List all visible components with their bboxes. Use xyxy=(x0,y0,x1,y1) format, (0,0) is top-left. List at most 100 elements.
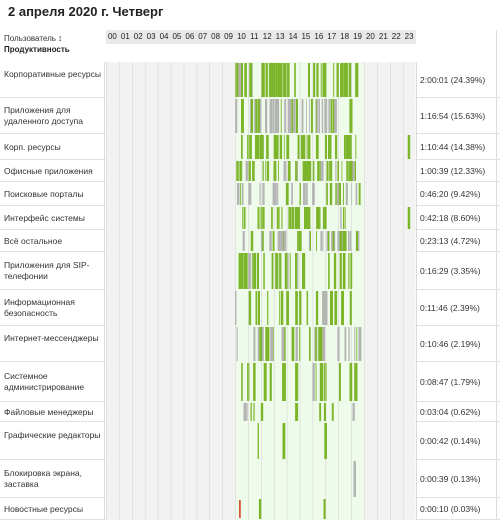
activity-mark xyxy=(272,183,276,205)
hour-label-00: 00 xyxy=(107,32,117,41)
activity-mark xyxy=(276,207,279,229)
activity-mark xyxy=(324,99,327,133)
activity-mark xyxy=(326,183,328,205)
activity-mark xyxy=(324,363,326,401)
hour-label-14: 14 xyxy=(288,32,298,41)
hours-header: 00 01 02 03 04 05 06 07 08 09 10 11 12 13 14 15 16 17 18 19… xyxy=(106,30,416,44)
row-category-label: Системное администрирование xyxy=(4,371,85,392)
activity-mark xyxy=(315,135,319,159)
hour-label-04: 04 xyxy=(159,32,169,41)
activity-mark xyxy=(260,231,263,251)
activity-mark xyxy=(355,63,358,97)
hour-column-bg xyxy=(222,62,235,520)
activity-mark xyxy=(279,135,283,159)
activity-mark xyxy=(243,403,247,421)
activity-mark xyxy=(335,135,336,159)
activity-mark xyxy=(286,135,290,159)
activity-mark xyxy=(303,183,306,205)
activity-mark xyxy=(263,253,265,289)
activity-mark xyxy=(327,231,330,251)
activity-mark xyxy=(275,253,278,289)
activity-mark xyxy=(323,403,326,421)
activity-mark xyxy=(341,63,344,97)
activity-mark xyxy=(274,183,277,205)
activity-mark xyxy=(259,291,260,325)
productivity-column-header: Продуктивность xyxy=(4,45,70,54)
table-header: Пользователь ↕ Продуктивность 00 01 02 03 04 0… xyxy=(0,30,500,60)
row-category-label: Файловые менеджеры xyxy=(4,406,94,417)
activity-mark xyxy=(258,499,262,519)
activity-mark xyxy=(272,231,275,251)
activity-mark xyxy=(254,253,257,289)
activity-mark xyxy=(349,363,353,401)
activity-mark xyxy=(336,63,338,97)
activity-mark xyxy=(317,161,320,181)
activity-mark xyxy=(342,183,344,205)
activity-mark xyxy=(271,253,274,289)
activity-mark xyxy=(278,231,280,251)
hour-label-11: 11 xyxy=(250,32,259,41)
row-duration-value: 0:03:04 (0.62%) xyxy=(420,407,481,417)
sort-icon[interactable]: ↕ xyxy=(57,33,63,43)
activity-mark xyxy=(248,363,250,401)
activity-mark xyxy=(239,63,243,97)
activity-mark xyxy=(281,327,285,361)
hour-column-bg xyxy=(299,62,313,520)
activity-mark xyxy=(259,183,261,205)
activity-mark xyxy=(321,363,324,401)
activity-mark xyxy=(320,161,324,181)
activity-mark xyxy=(283,161,287,181)
activity-mark xyxy=(291,327,295,361)
activity-mark xyxy=(240,253,244,289)
activity-mark xyxy=(262,183,265,205)
activity-mark xyxy=(239,500,241,518)
activity-mark xyxy=(265,161,267,181)
activity-mark xyxy=(286,291,289,325)
activity-mark xyxy=(279,291,281,325)
activity-mark xyxy=(339,363,341,401)
hour-label-16: 16 xyxy=(314,32,324,41)
activity-mark xyxy=(344,135,346,159)
activity-mark xyxy=(273,161,277,181)
activity-mark xyxy=(277,63,280,97)
activity-mark xyxy=(278,207,280,229)
activity-mark xyxy=(354,363,356,401)
hour-label-03: 03 xyxy=(146,32,156,41)
hour-label-20: 20 xyxy=(365,32,375,41)
row-duration-value: 0:00:42 (0.14%) xyxy=(420,436,481,446)
activity-mark xyxy=(350,253,353,289)
activity-mark xyxy=(250,231,254,251)
row-category-label: Корпоративные ресурсы xyxy=(4,69,101,79)
activity-mark xyxy=(256,135,260,159)
hour-label-02: 02 xyxy=(133,32,143,41)
hour-column-bg xyxy=(364,62,377,520)
activity-mark xyxy=(348,253,350,289)
activity-mark xyxy=(341,291,344,325)
activity-mark xyxy=(319,207,321,229)
activity-mark xyxy=(297,253,299,289)
activity-mark xyxy=(284,231,287,251)
activity-mark xyxy=(348,161,352,181)
activity-mark xyxy=(267,291,269,325)
activity-mark xyxy=(295,99,298,133)
activity-mark xyxy=(253,403,255,421)
activity-mark xyxy=(320,231,323,251)
activity-mark xyxy=(270,63,274,97)
activity-mark xyxy=(354,161,356,181)
user-column-header[interactable]: Пользователь ↕ xyxy=(4,33,62,43)
activity-mark xyxy=(299,291,302,325)
activity-mark xyxy=(312,183,315,205)
activity-mark xyxy=(328,253,330,289)
activity-mark xyxy=(266,135,269,159)
activity-mark xyxy=(283,363,286,401)
activity-mark xyxy=(306,183,308,205)
activity-mark xyxy=(281,291,284,325)
activity-mark xyxy=(238,253,241,289)
label-column-divider xyxy=(104,62,105,520)
activity-mark xyxy=(297,207,300,229)
page-title: 2 апреля 2020 г. Четверг xyxy=(8,4,164,19)
activity-mark xyxy=(308,231,311,251)
row-category-label: Блокировка экрана, заставка xyxy=(4,468,82,489)
activity-mark xyxy=(342,253,346,289)
activity-mark xyxy=(255,99,258,133)
